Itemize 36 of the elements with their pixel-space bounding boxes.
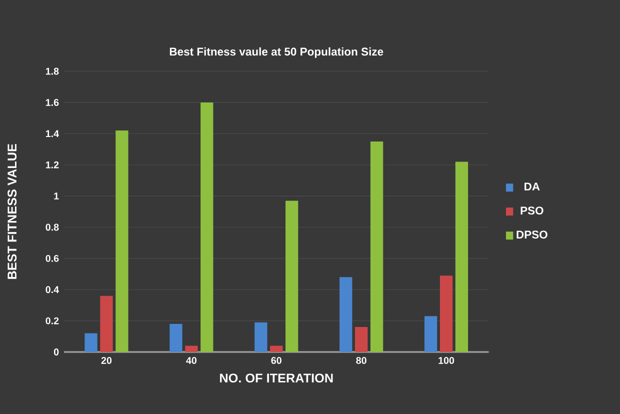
x-tick-label: 100 [438,356,454,364]
x-tick-label: 60 [271,356,282,364]
legend-label: DA [524,182,540,190]
y-tick-label: 0.4 [46,286,59,294]
y-tick-label: 0.6 [46,254,59,262]
bar [100,296,113,352]
chart-title: Best Fitness vaule at 50 Population Size [170,47,384,58]
bar [354,327,368,352]
y-tick-label: 0.8 [46,224,59,231]
x-tick-label: 40 [186,356,196,364]
x-tick-label: 20 [101,356,112,364]
y-tick-label: 1.2 [46,161,59,168]
bar [286,200,298,352]
y-tick-label: 0.2 [46,317,59,324]
x-tick-label: 80 [356,356,366,364]
bar [455,162,468,352]
x-axis-title: NO. OF ITERATION [220,374,333,383]
y-tick-label: 1.4 [46,130,59,138]
bar [200,102,214,352]
bar [440,276,453,352]
bar [370,141,384,352]
y-axis-title: BEST FITNESS VALUE [8,144,17,279]
bar [424,316,438,352]
y-tick-label: 0 [54,348,59,356]
y-tick-label: 1.8 [46,68,59,75]
bar [84,333,98,352]
bar [340,277,352,352]
legend-label: DPSO [516,230,548,239]
bar [185,346,198,352]
y-tick-label: 1 [54,192,59,200]
bar [170,324,182,352]
bar [254,322,268,352]
y-tick-label: 1.6 [46,98,59,106]
bar [270,346,283,352]
legend-label: PSO [520,206,544,215]
bar [116,130,128,352]
